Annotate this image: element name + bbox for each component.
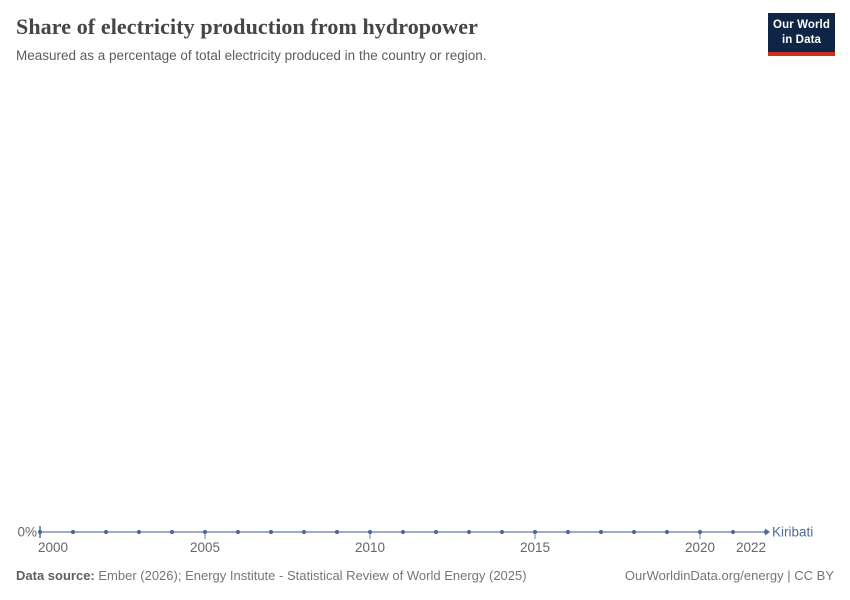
x-axis-tick-label: 2015 xyxy=(520,540,550,555)
x-axis-tick-label: 2000 xyxy=(38,540,68,555)
data-point[interactable] xyxy=(37,529,43,535)
data-point[interactable] xyxy=(631,529,637,535)
data-point[interactable] xyxy=(532,529,538,535)
data-point[interactable] xyxy=(70,529,76,535)
data-point[interactable] xyxy=(400,529,406,535)
x-axis-tick-label: 2010 xyxy=(355,540,385,555)
data-point[interactable] xyxy=(730,529,736,535)
data-point[interactable] xyxy=(598,529,604,535)
owid-url-link[interactable]: OurWorldinData.org/energy xyxy=(624,568,784,583)
data-point[interactable] xyxy=(466,529,472,535)
license-link[interactable]: CC BY xyxy=(794,568,834,583)
series-label-kiribati[interactable]: Kiribati xyxy=(772,525,813,540)
owid-logo: Our World in Data xyxy=(768,13,835,56)
y-axis-tick-label: 0% xyxy=(17,525,37,540)
data-point[interactable] xyxy=(103,529,109,535)
series-end-marker xyxy=(765,528,770,536)
data-point[interactable] xyxy=(202,529,208,535)
data-point[interactable] xyxy=(268,529,274,535)
owid-logo-line2: in Data xyxy=(781,33,822,46)
data-point[interactable] xyxy=(565,529,571,535)
chart-header: Share of electricity production from hyd… xyxy=(16,14,746,65)
data-source-label: Data source: xyxy=(16,568,95,583)
data-point[interactable] xyxy=(301,529,307,535)
data-point[interactable] xyxy=(433,529,439,535)
footer-divider: | xyxy=(783,568,795,583)
data-point[interactable] xyxy=(169,529,175,535)
chart-title: Share of electricity production from hyd… xyxy=(16,14,478,39)
x-axis-tick-label: 2020 xyxy=(685,540,715,555)
x-axis-tick-label: 2005 xyxy=(190,540,220,555)
data-point[interactable] xyxy=(367,529,373,535)
footer-links: OurWorldinData.org/energy | CC BY xyxy=(625,568,834,583)
data-point[interactable] xyxy=(235,529,241,535)
data-point[interactable] xyxy=(136,529,142,535)
data-point[interactable] xyxy=(697,529,703,535)
data-point[interactable] xyxy=(334,529,340,535)
data-source-text: Ember (2026); Energy Institute - Statist… xyxy=(94,568,527,583)
data-point[interactable] xyxy=(664,529,670,535)
data-source-note: Data source: Ember (2026); Energy Instit… xyxy=(16,568,527,583)
data-point[interactable] xyxy=(499,529,505,535)
x-axis-tick-label: 2022 xyxy=(736,540,766,555)
chart-subtitle: Measured as a percentage of total electr… xyxy=(16,48,487,64)
owid-logo-line1: Our World xyxy=(773,19,830,32)
